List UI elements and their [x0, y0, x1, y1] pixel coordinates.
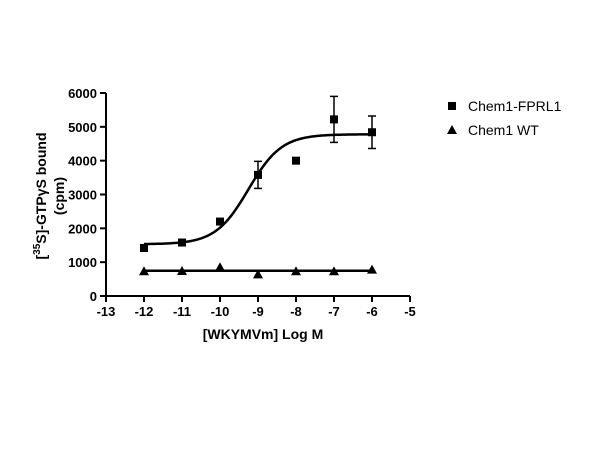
fit-curves [143, 133, 372, 273]
data-point-chem1-wt [253, 269, 263, 279]
fit-curve-chem1-fprl1 [143, 133, 372, 246]
y-axis-title-pre: [ [33, 255, 49, 260]
y-tick-label: 3000 [68, 188, 97, 203]
data-point-chem1-fprl1 [292, 156, 300, 165]
y-tick-label: 2000 [68, 221, 97, 236]
y-axis-title-post: S]-GTPγS bound [33, 132, 49, 243]
legend-marker-chem1-wt [447, 125, 457, 134]
y-tick-label: 0 [90, 289, 97, 304]
legend-marker-chem1-fprl1 [448, 102, 456, 110]
y-tick-label: 5000 [68, 120, 97, 135]
x-tick-label: -9 [252, 304, 264, 319]
x-ticks: -13 -12 -11 -10 -9 -8 -7 -6 -5 [97, 296, 416, 319]
y-ticks: 0 1000 2000 3000 4000 5000 6000 [68, 86, 106, 304]
data-point-chem1-fprl1 [216, 217, 224, 226]
x-tick-label: -8 [290, 304, 302, 319]
y-tick-label: 1000 [68, 255, 97, 270]
data-point-chem1-wt [215, 262, 225, 272]
y-tick-label: 6000 [68, 86, 97, 101]
legend: Chem1-FPRL1 Chem1 WT [447, 98, 562, 138]
legend-label-chem1-wt: Chem1 WT [468, 122, 539, 138]
data-point-chem1-wt [291, 266, 301, 276]
data-point-chem1-fprl1 [330, 115, 338, 124]
x-tick-label: -7 [328, 304, 340, 319]
y-axis-title-sup: 35 [32, 243, 43, 255]
data-point-chem1-wt [177, 265, 187, 275]
x-tick-label: -5 [404, 304, 416, 319]
data-point-chem1-wt [367, 264, 377, 274]
axes: -13 -12 -11 -10 -9 -8 -7 -6 -5 0 1000 2000 3000 4000… [68, 86, 416, 319]
data-point-chem1-wt [139, 266, 149, 276]
x-tick-label: -10 [211, 304, 230, 319]
y-axis-title: [35S]-GTPγS bound (cpm) [32, 132, 67, 259]
y-axis-title-line2: (cpm) [51, 177, 67, 215]
data-point-chem1-fprl1 [254, 170, 262, 179]
data-point-chem1-fprl1 [178, 238, 186, 247]
x-tick-label: -11 [173, 304, 191, 319]
data-point-chem1-wt [329, 266, 339, 276]
data-point-chem1-fprl1 [368, 128, 376, 137]
legend-label-chem1-fprl1: Chem1-FPRL1 [468, 98, 562, 114]
y-axis-title-line1: [35S]-GTPγS bound [32, 132, 49, 259]
data-point-chem1-fprl1 [140, 243, 148, 252]
x-axis-title: [WKYMVm] Log M [203, 326, 324, 342]
x-tick-label: -6 [366, 304, 378, 319]
y-tick-label: 4000 [68, 154, 97, 169]
x-tick-label: -13 [97, 304, 116, 319]
data-points [139, 95, 377, 279]
x-tick-label: -12 [135, 304, 154, 319]
